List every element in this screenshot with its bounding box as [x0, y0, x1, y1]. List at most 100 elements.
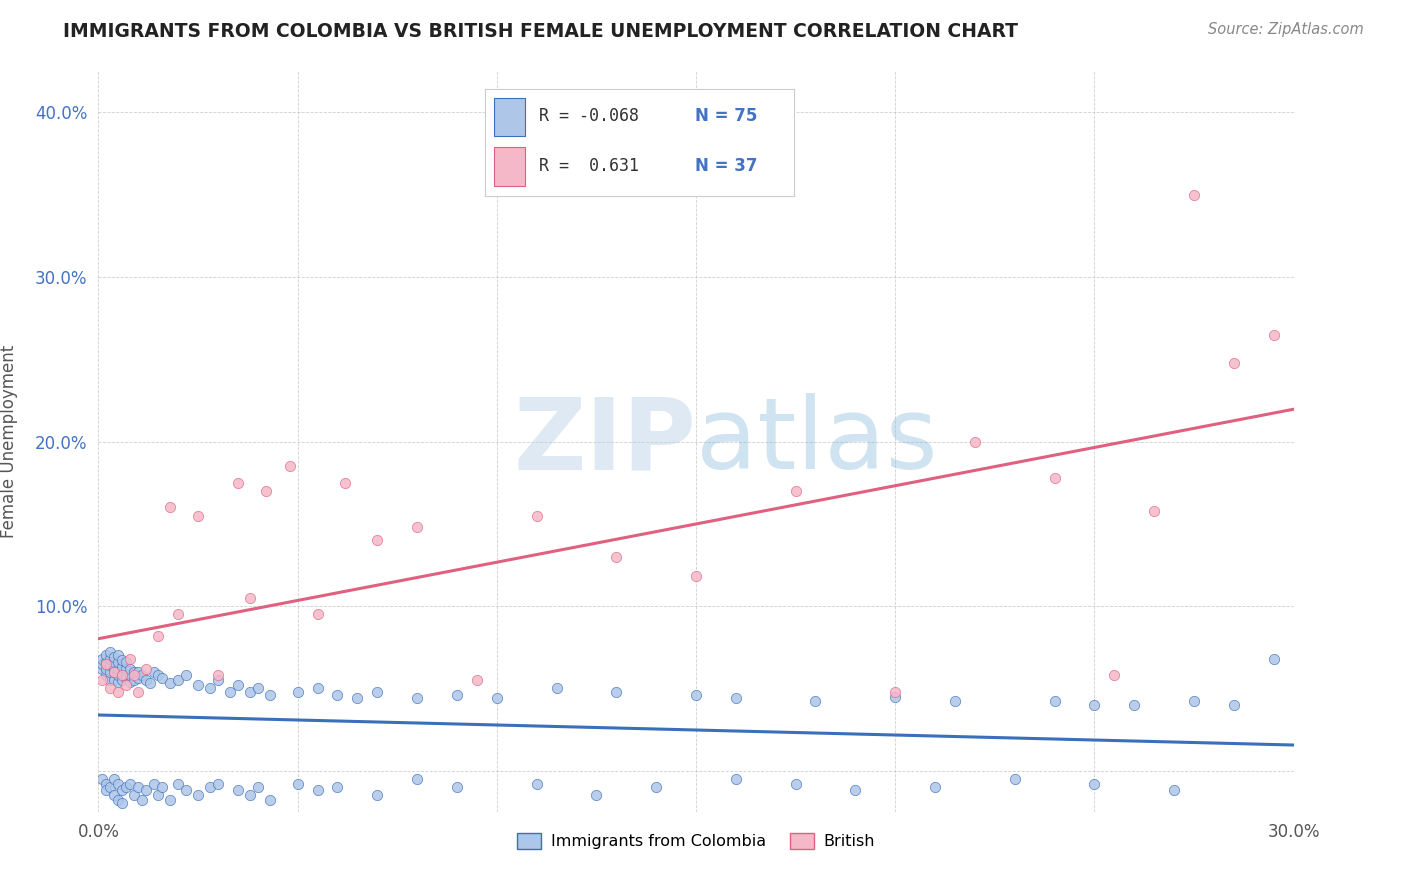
Point [724, 691, 747, 706]
Point [226, 678, 249, 692]
Point [103, 673, 125, 687]
Point [150, 672, 173, 686]
Point [246, 681, 269, 696]
Point [207, 777, 229, 791]
Point [111, 797, 134, 811]
Point [1083, 698, 1105, 712]
Point [546, 681, 568, 696]
Point [124, 789, 146, 803]
Point [685, 569, 707, 583]
FancyBboxPatch shape [495, 147, 526, 186]
Point [785, 777, 807, 791]
Text: IMMIGRANTS FROM COLOMBIA VS BRITISH FEMALE UNEMPLOYMENT CORRELATION CHART: IMMIGRANTS FROM COLOMBIA VS BRITISH FEMA… [63, 22, 1018, 41]
Point [91, 657, 114, 671]
Point [187, 789, 209, 803]
Point [96, 668, 118, 682]
Point [307, 783, 329, 797]
Point [1182, 694, 1205, 708]
Point [159, 676, 181, 690]
Point [98, 681, 122, 696]
Point [645, 780, 668, 794]
Point [143, 665, 166, 679]
Point [287, 777, 309, 791]
Point [91, 651, 114, 665]
Point [115, 672, 138, 686]
Point [103, 655, 125, 669]
Point [187, 508, 209, 523]
Point [326, 688, 349, 702]
Point [207, 673, 229, 687]
Point [135, 673, 157, 687]
Point [254, 483, 277, 498]
Point [187, 678, 209, 692]
Text: atlas: atlas [696, 393, 938, 490]
Point [107, 777, 129, 791]
Point [724, 772, 747, 786]
Text: N = 75: N = 75 [696, 108, 758, 126]
Point [287, 684, 309, 698]
Point [96, 662, 118, 676]
Point [148, 668, 170, 682]
Point [103, 772, 125, 786]
Point [111, 668, 134, 682]
Point [124, 668, 146, 682]
Text: N = 37: N = 37 [696, 157, 758, 175]
Point [406, 691, 429, 706]
Point [1083, 777, 1105, 791]
Point [98, 665, 122, 679]
Point [103, 789, 125, 803]
Point [307, 681, 329, 696]
Point [115, 655, 138, 669]
Text: Source: ZipAtlas.com: Source: ZipAtlas.com [1208, 22, 1364, 37]
Text: R =  0.631: R = 0.631 [538, 157, 640, 175]
Point [198, 780, 221, 794]
Point [346, 691, 368, 706]
Point [120, 662, 142, 676]
Point [1104, 668, 1126, 682]
Point [1263, 651, 1285, 665]
Point [239, 684, 262, 698]
Point [115, 662, 138, 676]
Point [963, 434, 986, 449]
Point [785, 483, 807, 498]
Point [198, 681, 221, 696]
Point [107, 648, 129, 663]
Point [120, 674, 142, 689]
Point [924, 780, 946, 794]
Point [124, 673, 146, 687]
Point [226, 475, 249, 490]
Point [259, 793, 281, 807]
Point [1263, 327, 1285, 342]
Point [366, 789, 388, 803]
Point [366, 533, 388, 548]
Point [150, 780, 173, 794]
Point [366, 684, 388, 698]
Point [107, 655, 129, 669]
Point [111, 660, 134, 674]
Point [174, 783, 197, 797]
Point [1043, 471, 1066, 485]
Point [98, 658, 122, 673]
Point [174, 668, 197, 682]
Point [127, 672, 149, 686]
Point [98, 673, 122, 687]
Point [98, 645, 122, 659]
Point [135, 783, 157, 797]
Point [326, 780, 349, 794]
Point [167, 607, 190, 622]
Point [148, 629, 170, 643]
Point [844, 783, 866, 797]
Point [159, 500, 181, 515]
Point [107, 668, 129, 682]
Point [219, 684, 242, 698]
Point [124, 665, 146, 679]
Point [98, 780, 122, 794]
Point [1223, 355, 1246, 369]
Point [1163, 783, 1185, 797]
Point [96, 783, 118, 797]
Point [96, 648, 118, 663]
Point [131, 668, 153, 682]
Point [143, 777, 166, 791]
Point [159, 793, 181, 807]
Point [685, 688, 707, 702]
